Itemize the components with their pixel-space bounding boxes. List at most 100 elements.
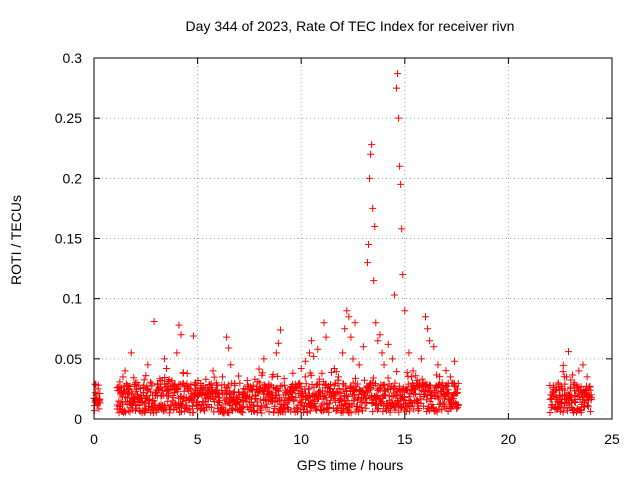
data-point [93, 401, 101, 409]
band-point [275, 387, 283, 395]
data-point [401, 307, 409, 315]
data-point [334, 373, 342, 381]
band-point [439, 399, 447, 407]
data-point [177, 331, 185, 339]
data-point [453, 401, 461, 409]
band-point [256, 406, 264, 414]
data-point [326, 385, 334, 393]
band-point [147, 378, 155, 386]
data-point [390, 291, 398, 299]
band-point [91, 380, 99, 388]
data-point [370, 277, 378, 285]
y-tick-label: 0 [74, 411, 82, 427]
band-point [435, 405, 443, 413]
band-point [425, 381, 433, 389]
band-point [403, 385, 411, 393]
band-point [302, 380, 310, 388]
band-point [174, 384, 182, 392]
band-point [276, 382, 284, 390]
y-tick-label: 0.2 [63, 170, 83, 186]
band-point [236, 379, 244, 387]
band-point [568, 396, 576, 404]
data-point [359, 343, 367, 351]
band-point [354, 380, 362, 388]
band-point [331, 398, 339, 406]
band-point [256, 396, 264, 404]
data-point [144, 361, 152, 369]
band-point [423, 407, 431, 415]
band-point [277, 396, 285, 404]
band-point [402, 400, 410, 408]
scatter-points [90, 70, 595, 409]
band-point [207, 380, 215, 388]
data-point [274, 339, 282, 347]
band-point [208, 403, 216, 411]
band-point [280, 375, 288, 383]
band-point [583, 401, 591, 409]
band-point [360, 376, 368, 384]
y-tick-label: 0.3 [63, 50, 83, 66]
band-point [363, 398, 371, 406]
band-point [161, 374, 169, 382]
band-point [354, 408, 362, 416]
x-tick-label: 10 [293, 431, 309, 447]
band-point [559, 408, 567, 416]
band-point [393, 391, 401, 399]
data-point [123, 401, 131, 409]
data-point [314, 345, 322, 353]
data-point [152, 389, 160, 397]
band-point [412, 372, 420, 380]
band-point [566, 399, 574, 407]
band-point [296, 379, 304, 387]
band-point [405, 393, 413, 401]
band-point [388, 400, 396, 408]
band-point [317, 402, 325, 410]
data-point [417, 355, 425, 363]
scatter-band [90, 361, 595, 417]
band-point [315, 375, 323, 383]
data-point [351, 319, 359, 327]
data-point [185, 396, 193, 404]
band-point [347, 409, 355, 417]
band-point [362, 404, 370, 412]
band-point [373, 406, 381, 414]
band-point [95, 405, 103, 413]
data-point [434, 361, 442, 369]
band-point [146, 395, 154, 403]
band-point [569, 371, 577, 379]
band-point [279, 404, 287, 412]
data-point [587, 391, 595, 399]
band-point [151, 400, 159, 408]
band-point [395, 408, 403, 416]
band-point [559, 368, 567, 376]
band-point [406, 407, 414, 415]
band-point [192, 386, 200, 394]
data-point [175, 321, 183, 329]
data-point [395, 114, 403, 122]
data-point [260, 355, 268, 363]
data-point [579, 361, 587, 369]
band-point [96, 390, 104, 398]
band-point [546, 408, 554, 416]
data-point [169, 383, 177, 391]
data-point [366, 174, 374, 182]
y-ticks: 0 0.05 0.1 0.15 0.2 0.25 0.3 [55, 50, 612, 427]
band-point [341, 382, 349, 390]
data-point [173, 349, 181, 357]
band-point [183, 401, 191, 409]
band-point [167, 402, 175, 410]
data-point [341, 325, 349, 333]
band-point [239, 408, 247, 416]
band-point [432, 406, 440, 414]
data-point [204, 401, 212, 409]
data-point [225, 344, 233, 352]
data-point [394, 70, 402, 78]
band-point [274, 372, 282, 380]
data-point [272, 349, 280, 357]
band-point [169, 394, 177, 402]
band-point [433, 371, 441, 379]
data-point [235, 389, 243, 397]
data-point [179, 369, 187, 377]
data-point [571, 379, 579, 387]
